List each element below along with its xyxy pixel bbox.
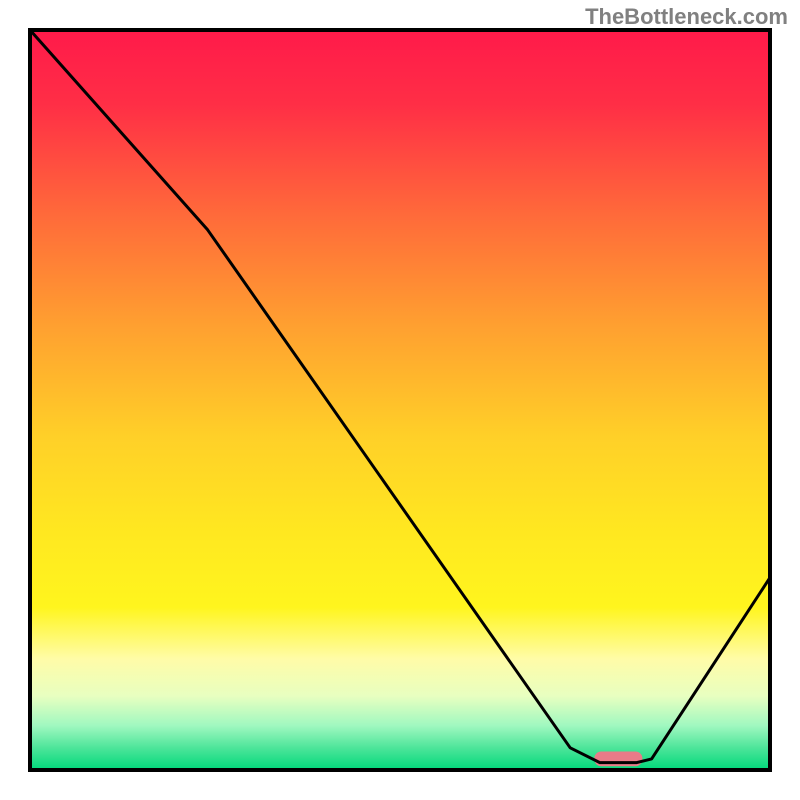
bottleneck-chart <box>0 0 800 800</box>
chart-root: TheBottleneck.com <box>0 0 800 800</box>
watermark-text: TheBottleneck.com <box>585 4 788 30</box>
plot-background <box>30 30 770 770</box>
